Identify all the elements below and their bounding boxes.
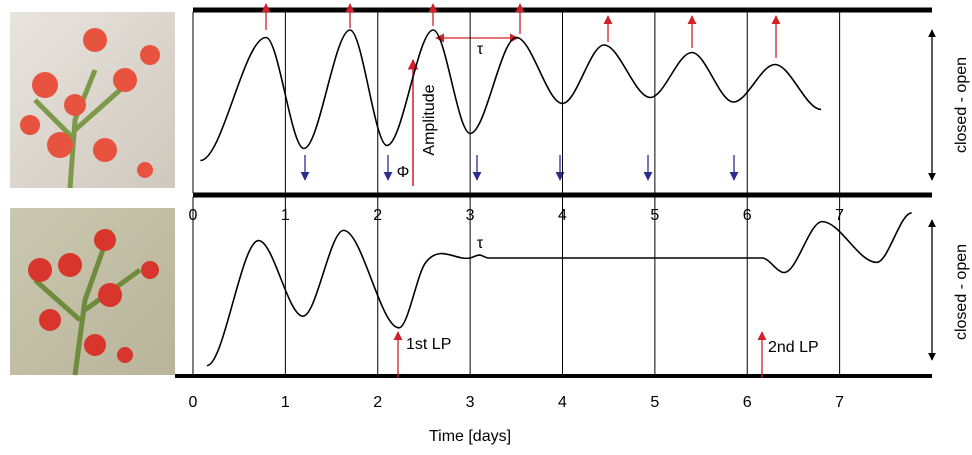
x-tick-label: 0 [189, 394, 198, 411]
y-axis-label: closed - open [953, 57, 970, 153]
annotation: 2nd LP [768, 339, 819, 356]
data-line [200, 29, 822, 162]
x-tick-label: 3 [466, 394, 475, 411]
peak-arrows [261, 3, 781, 58]
annotation: τ [477, 41, 484, 58]
annotation: τ [477, 235, 484, 252]
x-tick-label: 4 [558, 394, 567, 411]
x-tick-label: 7 [835, 394, 844, 411]
photo-top [10, 12, 175, 189]
x-tick-label: 2 [373, 394, 382, 411]
annotation: Φ [397, 164, 410, 181]
trough-arrows [300, 155, 739, 181]
x-axis-label: Time [days] [429, 428, 511, 445]
x-tick-label: 6 [743, 394, 752, 411]
data-line [206, 212, 912, 367]
y-axis-label: closed - open [953, 244, 970, 340]
x-tick-label: 5 [650, 394, 659, 411]
photo-bottom [10, 208, 175, 376]
annotation: Amplitude [421, 84, 438, 155]
x-tick-label: 1 [281, 394, 290, 411]
annotation: 1st LP [406, 336, 451, 353]
